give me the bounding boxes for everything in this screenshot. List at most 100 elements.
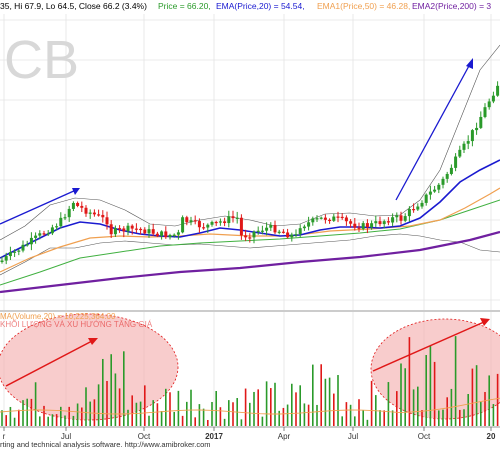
- volume-bar: [123, 351, 125, 426]
- candle-body: [134, 228, 138, 230]
- candle-body: [244, 235, 248, 238]
- footer-text: rting and technical analysis software. h…: [0, 440, 211, 449]
- lower-band: [0, 233, 500, 276]
- volume-bar: [307, 404, 310, 426]
- candle-body: [475, 127, 479, 131]
- candle-body: [223, 221, 227, 224]
- volume-bar: [190, 389, 192, 426]
- candle-body: [294, 234, 298, 236]
- volume-bar: [404, 368, 406, 426]
- candle-body: [172, 234, 176, 236]
- watermark: CB: [4, 30, 79, 90]
- candle-body: [454, 156, 458, 168]
- volume-bar: [148, 415, 150, 426]
- volume-bar: [39, 416, 41, 426]
- candle-body: [4, 256, 8, 261]
- volume-bar: [9, 406, 12, 426]
- candle-body: [38, 233, 42, 236]
- candle-body: [122, 228, 126, 232]
- volume-bar: [114, 373, 117, 426]
- candle-body: [139, 228, 143, 231]
- candle-body: [412, 209, 416, 211]
- volume-bar: [81, 407, 83, 426]
- candle-body: [143, 229, 147, 234]
- volume-bar: [316, 404, 318, 426]
- volume-highlight-right: [370, 318, 500, 420]
- candle-body: [214, 221, 218, 224]
- candle-body: [151, 229, 155, 234]
- volume-bar: [286, 404, 289, 426]
- candle-body: [336, 216, 340, 218]
- candle-body: [63, 217, 67, 219]
- candle-body: [88, 212, 92, 214]
- volume-bar: [299, 385, 301, 426]
- volume-bar: [496, 373, 499, 426]
- candlesticks: [0, 81, 500, 265]
- x-tick-label: Jul: [61, 432, 71, 441]
- candle-body: [487, 101, 491, 108]
- volume-bar: [173, 411, 175, 426]
- volume-bar: [26, 398, 28, 426]
- x-tick-label: 2017: [205, 432, 223, 441]
- volume-bar: [261, 416, 264, 426]
- x-tick-label: r: [3, 432, 6, 441]
- ohlc-text: 35, Hi 67.9, Lo 64.5, Close 66.2 (3.4%): [0, 1, 147, 11]
- volume-bar: [429, 345, 432, 426]
- candle-body: [307, 222, 311, 227]
- candle-body: [361, 223, 365, 229]
- candle-body: [445, 173, 449, 179]
- candle-body: [382, 221, 386, 225]
- volume-bar: [337, 375, 339, 426]
- candle-body: [260, 230, 264, 232]
- candle-body: [97, 214, 101, 216]
- volume-bar: [312, 364, 314, 426]
- volume-bar: [72, 415, 75, 426]
- candle-body: [239, 217, 243, 236]
- volume-ma-text: MA(Volume,20) = 10,225,364.00: [0, 312, 116, 321]
- candle-body: [315, 218, 319, 220]
- candle-body: [491, 95, 495, 102]
- candle-body: [8, 252, 12, 257]
- candle-body: [101, 214, 105, 218]
- volume-bar: [354, 416, 356, 426]
- candle-body: [340, 216, 344, 219]
- x-tick-label: Jul: [348, 432, 358, 441]
- candle-body: [374, 221, 378, 224]
- candle-body: [252, 231, 256, 238]
- candle-body: [403, 216, 407, 221]
- volume-bar: [295, 392, 297, 426]
- candle-body: [332, 216, 336, 221]
- candle-body: [395, 215, 399, 218]
- candle-body: [109, 224, 113, 235]
- candle-body: [349, 221, 353, 224]
- volume-bar: [127, 409, 129, 426]
- candle-body: [92, 212, 96, 215]
- volume-bar: [391, 410, 394, 426]
- x-tick-label: Apr: [278, 432, 291, 441]
- volume-bar: [22, 400, 24, 426]
- volume-bar: [223, 418, 226, 426]
- volume-bar: [55, 414, 58, 426]
- volume-highlight-left: [0, 313, 179, 421]
- candle-body: [67, 208, 71, 218]
- volume-bar: [165, 388, 167, 426]
- volume-bar: [446, 397, 448, 426]
- volume-bar: [492, 404, 495, 426]
- volume-bar: [433, 361, 436, 426]
- volume-bar: [425, 355, 427, 426]
- candle-body: [277, 231, 281, 233]
- candle-body: [164, 231, 168, 238]
- volume-bar: [471, 368, 474, 426]
- candle-body: [323, 217, 327, 220]
- candle-body: [218, 221, 222, 223]
- volume-bar: [349, 404, 352, 426]
- volume-bar: [110, 354, 112, 426]
- volume-bar: [60, 406, 62, 426]
- candle-body: [113, 228, 117, 235]
- volume-bar: [232, 402, 234, 426]
- volume-bar: [341, 416, 343, 426]
- candle-body: [328, 219, 332, 222]
- volume-bar: [484, 391, 486, 426]
